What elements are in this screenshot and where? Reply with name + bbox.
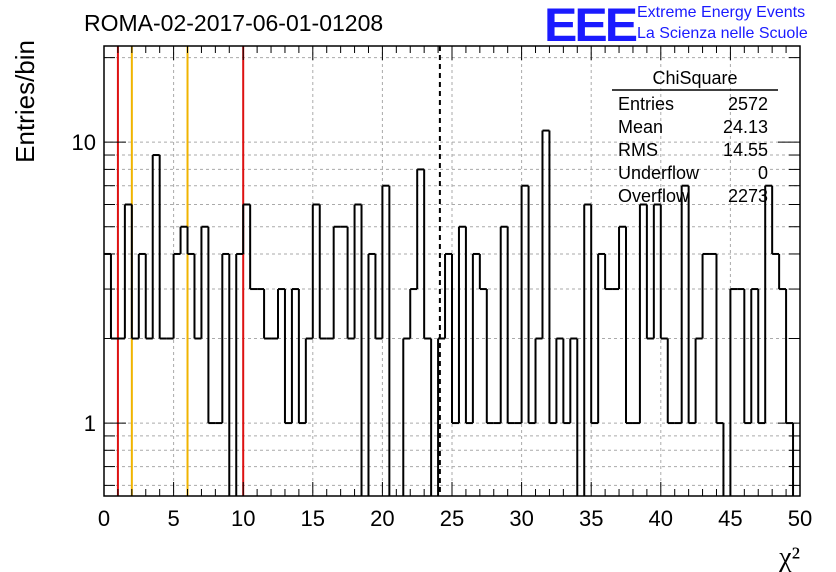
stats-label: Overflow: [618, 186, 690, 206]
y-tick-label: 10: [72, 130, 96, 155]
y-tick-label: 1: [84, 411, 96, 436]
x-tick-label: 30: [509, 506, 533, 531]
logo-line-2: La Scienza nelle Scuole: [637, 25, 808, 42]
x-tick-label: 40: [649, 506, 673, 531]
x-tick-label: 35: [579, 506, 603, 531]
stats-box: ChiSquare Entries 2572 Mean 24.13 RMS 14.55 Und…: [612, 68, 778, 206]
x-axis-label: χ²: [778, 542, 800, 572]
x-tick-label: 25: [440, 506, 464, 531]
x-tick-label: 0: [98, 506, 110, 531]
stats-value: 24.13: [723, 117, 768, 137]
x-tick-label: 10: [231, 506, 255, 531]
reference-lines: [116, 46, 441, 496]
stats-title: ChiSquare: [652, 68, 737, 88]
eee-logo: EEE: [544, 0, 638, 52]
x-tick-label: 5: [167, 506, 179, 531]
x-tick-label: 20: [370, 506, 394, 531]
stats-label: Mean: [618, 117, 663, 137]
stats-value: 2273: [728, 186, 768, 206]
histogram: [104, 129, 795, 496]
axis-ticks: [103, 46, 801, 496]
stats-value: 14.55: [723, 140, 768, 160]
run-title: ROMA-02-2017-06-01-01208: [84, 10, 384, 36]
axis-tick-labels: 0 5 10 15 20 25 30 35 40 45 50 1 10: [72, 130, 813, 531]
stats-label: Underflow: [618, 163, 700, 183]
stats-value: 2572: [728, 94, 768, 114]
x-tick-label: 50: [788, 506, 812, 531]
logo-line-1: Extreme Energy Events: [637, 4, 806, 21]
y-axis-label: Entries/bin: [10, 40, 40, 163]
stats-label: RMS: [618, 140, 658, 160]
x-tick-label: 45: [718, 506, 742, 531]
x-tick-label: 15: [301, 506, 325, 531]
stats-value: 0: [758, 163, 768, 183]
stats-label: Entries: [618, 94, 674, 114]
